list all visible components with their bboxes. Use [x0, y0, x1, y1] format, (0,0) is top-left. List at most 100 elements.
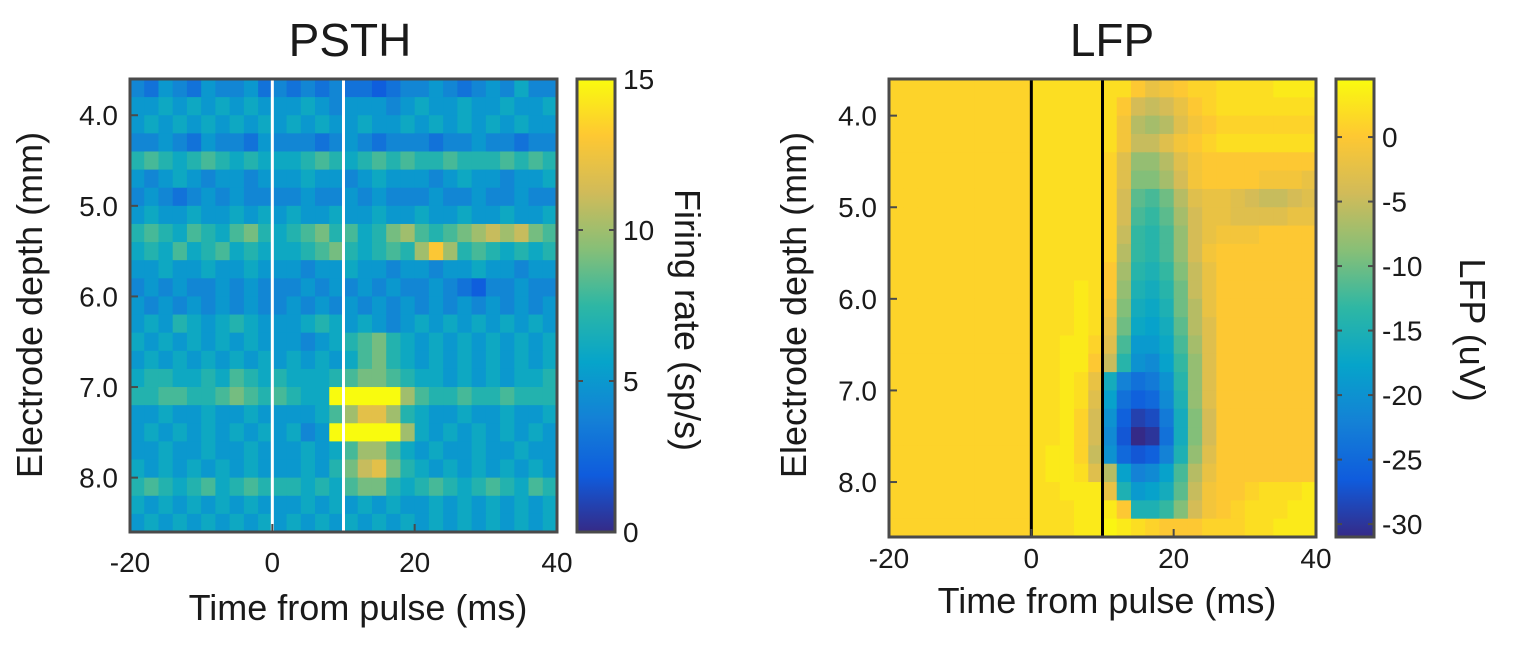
heatmap-cell: [286, 115, 302, 134]
heatmap-cell: [386, 223, 402, 243]
heatmap-cell: [889, 115, 904, 135]
psth-colorbar-label: Firing rate (sp/s): [667, 189, 708, 451]
heatmap-cell: [500, 495, 515, 515]
heatmap-cell: [1130, 152, 1146, 172]
heatmap-cell: [1116, 353, 1132, 373]
heatmap-cell: [1202, 97, 1217, 117]
heatmap-cell: [357, 133, 373, 153]
heatmap-cell: [960, 372, 975, 392]
heatmap-cell: [889, 427, 904, 446]
heatmap-cell: [286, 350, 302, 370]
heatmap-cell: [1088, 298, 1104, 318]
heatmap-cell: [1088, 482, 1104, 501]
heatmap-cell: [485, 242, 501, 261]
heatmap-cell: [144, 423, 160, 442]
heatmap-cell: [542, 477, 558, 497]
heatmap-cell: [229, 79, 245, 98]
heatmap-cell: [315, 459, 330, 479]
heatmap-cell: [1088, 463, 1104, 483]
heatmap-cell: [443, 187, 458, 207]
heatmap-cell: [201, 513, 216, 533]
heatmap-cell: [229, 97, 245, 116]
heatmap-cell: [471, 513, 487, 533]
heatmap-cell: [528, 495, 544, 515]
heatmap-cell: [428, 260, 444, 279]
heatmap-cell: [1145, 170, 1161, 190]
heatmap-cell: [1216, 390, 1232, 410]
heatmap-cell: [1287, 262, 1303, 282]
heatmap-cell: [485, 296, 501, 316]
heatmap-cell: [1230, 298, 1246, 318]
heatmap-cell: [400, 278, 416, 298]
colorbar-tick-label: -10: [1382, 251, 1422, 282]
heatmap-cell: [357, 350, 373, 370]
heatmap-cell: [272, 97, 288, 116]
heatmap-cell: [457, 441, 473, 461]
heatmap-cell: [1301, 97, 1317, 117]
heatmap-cell: [1202, 500, 1217, 520]
heatmap-cell: [186, 187, 202, 207]
heatmap-cell: [329, 477, 345, 497]
heatmap-cell: [186, 296, 202, 316]
heatmap-cell: [1002, 298, 1018, 318]
heatmap-cell: [1088, 225, 1104, 245]
heatmap-cell: [1130, 390, 1146, 410]
heatmap-cell: [542, 242, 558, 261]
heatmap-cell: [130, 314, 145, 334]
x-tick-label: 20: [399, 547, 430, 578]
heatmap-cell: [1017, 390, 1032, 410]
heatmap-cell: [272, 187, 288, 207]
heatmap-cell: [258, 368, 273, 388]
heatmap-cell: [528, 296, 544, 316]
heatmap-cell: [1159, 390, 1175, 410]
heatmap-cell: [1230, 280, 1246, 300]
heatmap-cell: [960, 115, 975, 135]
heatmap-cell: [1244, 280, 1260, 300]
heatmap-cell: [988, 427, 1004, 446]
heatmap-cell: [1259, 335, 1274, 355]
heatmap-cell: [471, 495, 487, 515]
heatmap-cell: [243, 405, 259, 424]
heatmap-cell: [1145, 518, 1161, 538]
heatmap-cell: [1102, 298, 1118, 318]
heatmap-cell: [229, 133, 245, 153]
heatmap-cell: [428, 441, 444, 461]
heatmap-cell: [457, 79, 473, 98]
heatmap-cell: [1116, 115, 1132, 135]
heatmap-cell: [1244, 427, 1260, 446]
heatmap-cell: [1273, 262, 1289, 282]
heatmap-cell: [371, 187, 387, 207]
heatmap-cell: [1088, 518, 1104, 538]
heatmap-cell: [443, 278, 458, 298]
heatmap-cell: [386, 296, 402, 316]
heatmap-cell: [1002, 408, 1018, 428]
heatmap-cell: [903, 390, 919, 410]
heatmap-cell: [272, 513, 288, 533]
heatmap-cell: [172, 387, 188, 406]
heatmap-cell: [386, 187, 402, 207]
heatmap-cell: [371, 242, 387, 261]
heatmap-cell: [1244, 170, 1260, 190]
heatmap-cell: [1031, 298, 1047, 318]
heatmap-cell: [1059, 170, 1075, 190]
heatmap-cell: [889, 482, 904, 501]
heatmap-cell: [1187, 518, 1203, 538]
heatmap-cell: [286, 314, 302, 334]
heatmap-cell: [1031, 79, 1047, 98]
heatmap-cell: [1031, 463, 1047, 483]
heatmap-cell: [1031, 97, 1047, 117]
heatmap-cell: [243, 332, 259, 352]
heatmap-cell: [371, 405, 387, 424]
heatmap-cell: [343, 441, 359, 461]
heatmap-cell: [1216, 207, 1232, 227]
heatmap-cell: [917, 427, 933, 446]
heatmap-cell: [130, 260, 145, 279]
heatmap-cell: [1059, 463, 1075, 483]
heatmap-cell: [1074, 390, 1089, 410]
x-tick-label: 0: [265, 547, 281, 578]
heatmap-cell: [371, 387, 387, 406]
heatmap-cell: [215, 405, 231, 424]
heatmap-cell: [1088, 97, 1104, 117]
heatmap-cell: [215, 513, 231, 533]
heatmap-cell: [343, 133, 359, 153]
